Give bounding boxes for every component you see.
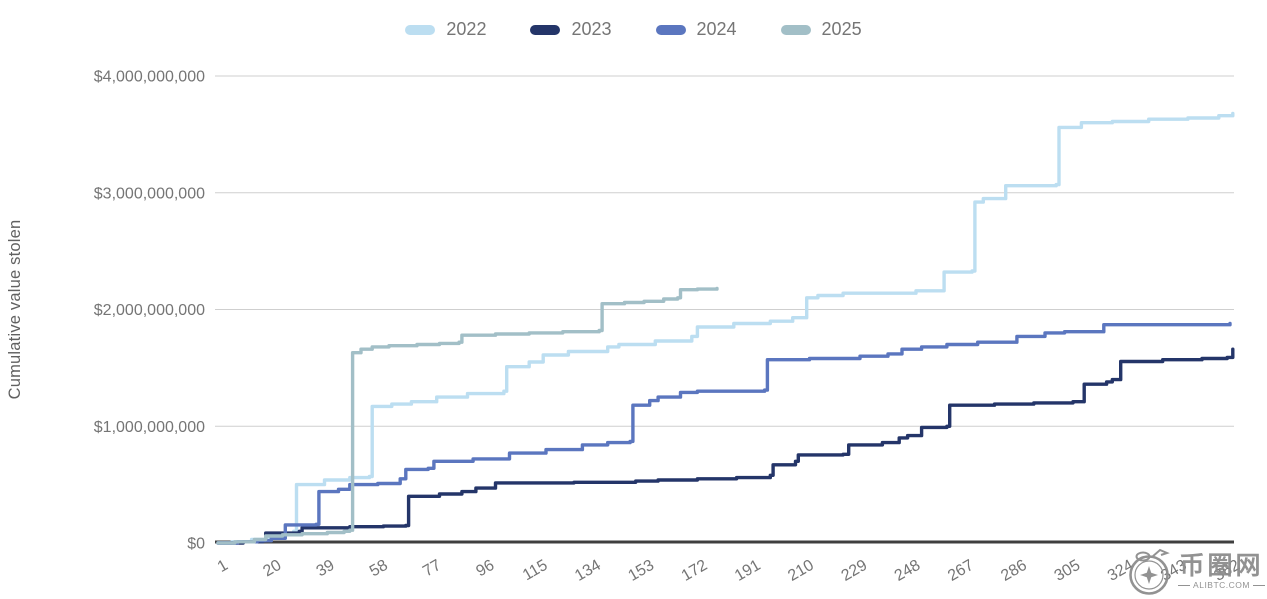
y-tick-label: $2,000,000,000 <box>94 302 205 319</box>
y-tick-label: $1,000,000,000 <box>94 419 205 436</box>
legend-item-2023: 2023 <box>530 19 612 40</box>
x-tick-label: 210 <box>785 557 817 585</box>
legend-swatch-2022 <box>405 24 436 35</box>
legend-item-2024: 2024 <box>655 19 737 40</box>
x-tick-label: 115 <box>520 557 551 585</box>
watermark-logo-icon <box>1129 548 1170 595</box>
y-axis-title: Cumulative value stolen <box>6 219 24 400</box>
x-tick-label: 267 <box>945 557 977 585</box>
x-tick-label: 58 <box>367 557 391 581</box>
series-line-2025 <box>216 286 719 545</box>
y-tick-label: $4,000,000,000 <box>94 69 205 86</box>
x-tick-label: 96 <box>473 557 497 581</box>
x-tick-label: 1 <box>215 557 231 576</box>
x-tick-label: 191 <box>732 557 764 585</box>
watermark: 币圈网 ALIBTC.COM <box>1125 547 1265 597</box>
legend-label-2024: 2024 <box>696 19 737 39</box>
x-tick-label: 229 <box>839 557 871 585</box>
x-tick-label: 77 <box>420 557 444 581</box>
series-line-2022 <box>216 111 1235 545</box>
x-tick-label: 39 <box>314 557 338 581</box>
x-tick-label: 20 <box>260 557 284 581</box>
watermark-text: 币圈网 ALIBTC.COM <box>1178 554 1265 590</box>
legend-swatch-2024 <box>655 24 686 35</box>
legend-label-2022: 2022 <box>446 19 487 39</box>
x-tick-label: 134 <box>572 557 604 585</box>
legend-label-2025: 2025 <box>821 19 862 39</box>
legend-label-2023: 2023 <box>571 19 612 39</box>
watermark-site-name: 币圈网 <box>1179 552 1264 581</box>
x-tick-label: 172 <box>679 557 711 585</box>
x-tick-label: 286 <box>998 557 1030 585</box>
legend-item-2025: 2025 <box>780 19 862 40</box>
series-line-2023 <box>216 347 1235 545</box>
watermark-domain: ALIBTC.COM <box>1178 581 1265 590</box>
legend: 2022 2023 2024 2025 <box>0 19 1267 40</box>
x-tick-label: 248 <box>892 557 924 585</box>
series-line-2024 <box>216 321 1232 545</box>
legend-swatch-2023 <box>530 24 561 35</box>
x-tick-label: 305 <box>1052 557 1084 585</box>
y-tick-label: $0 <box>187 536 205 553</box>
x-tick-label: 153 <box>625 557 657 585</box>
legend-swatch-2025 <box>780 24 811 35</box>
y-tick-label: $3,000,000,000 <box>94 185 205 202</box>
legend-item-2022: 2022 <box>405 19 486 40</box>
